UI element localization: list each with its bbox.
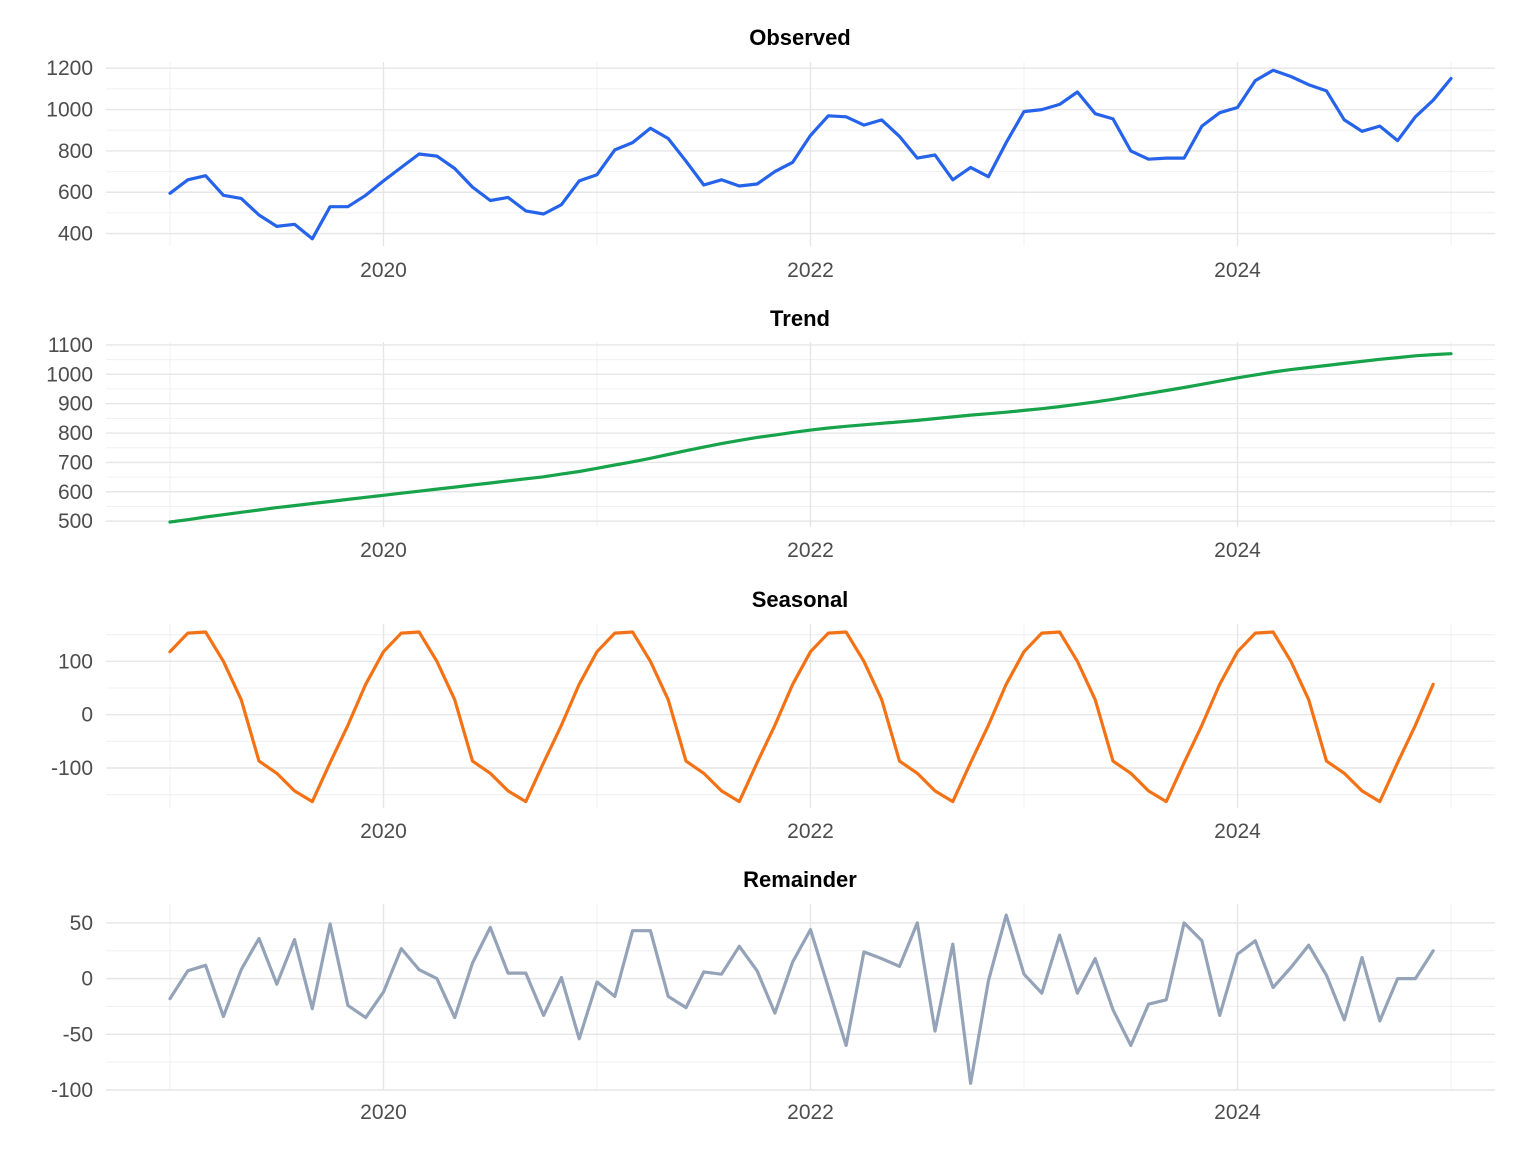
- y-tick-label: 1200: [46, 57, 93, 80]
- y-tick-label: 0: [81, 968, 93, 991]
- panel-title: Observed: [749, 25, 851, 50]
- x-tick-label: 2024: [1214, 259, 1261, 282]
- x-tick-label: 2022: [787, 1101, 834, 1124]
- x-tick-label: 2020: [360, 1101, 407, 1124]
- x-tick-label: 2020: [360, 820, 407, 843]
- x-tick-label: 2022: [787, 820, 834, 843]
- series-line-seasonal: [168, 630, 1435, 804]
- panel-title: Trend: [770, 306, 830, 331]
- x-tick-label: 2020: [360, 259, 407, 282]
- x-tick-label: 2022: [787, 539, 834, 562]
- panel-title: Seasonal: [752, 587, 849, 612]
- y-tick-label: 100: [58, 650, 93, 673]
- x-tick-label: 2020: [360, 539, 407, 562]
- x-tick-label: 2024: [1214, 820, 1261, 843]
- series-line-trend: [168, 352, 1453, 524]
- chart-panels: 2020 2022 202440060080010001200Observed202…: [46, 25, 1495, 1124]
- y-tick-label: 1000: [46, 99, 93, 122]
- panel-observed: 2020 2022 2024 400 600 800 1000 1200 Observed: [46, 25, 1495, 282]
- y-tick-label: 600: [58, 181, 93, 204]
- panel-trend: 2020 2022 2024 500 600 700 800 900 1000 1100 Trend: [46, 306, 1495, 562]
- y-tick-label: 800: [58, 140, 93, 163]
- y-tick-label: 400: [58, 223, 93, 246]
- y-tick-label: 900: [58, 393, 93, 416]
- x-tick-label: 2024: [1214, 1101, 1261, 1124]
- y-tick-label: 50: [70, 912, 93, 935]
- y-tick-label: -100: [51, 757, 93, 780]
- y-tick-label: 1100: [48, 334, 93, 357]
- panel-title: Remainder: [743, 867, 857, 892]
- y-tick-label: 600: [58, 481, 93, 504]
- panel-seasonal: 2020 2022 2024 -100 0 100 Seasonal: [51, 587, 1495, 843]
- y-tick-label: 500: [58, 510, 93, 533]
- x-tick-label: 2022: [787, 259, 834, 282]
- y-tick-label: 1000: [46, 363, 93, 386]
- y-tick-label: 700: [58, 451, 93, 474]
- panel-remainder: 2020 2022 2024 -100 -50 0 50 Remainder: [51, 867, 1495, 1124]
- y-tick-label: -100: [51, 1079, 93, 1102]
- y-tick-label: 0: [81, 704, 93, 727]
- y-tick-label: -50: [63, 1023, 93, 1046]
- y-tick-label: 800: [58, 422, 93, 445]
- series-line-remainder: [168, 913, 1435, 1085]
- x-tick-label: 2024: [1214, 539, 1261, 562]
- series-line-observed: [168, 68, 1453, 241]
